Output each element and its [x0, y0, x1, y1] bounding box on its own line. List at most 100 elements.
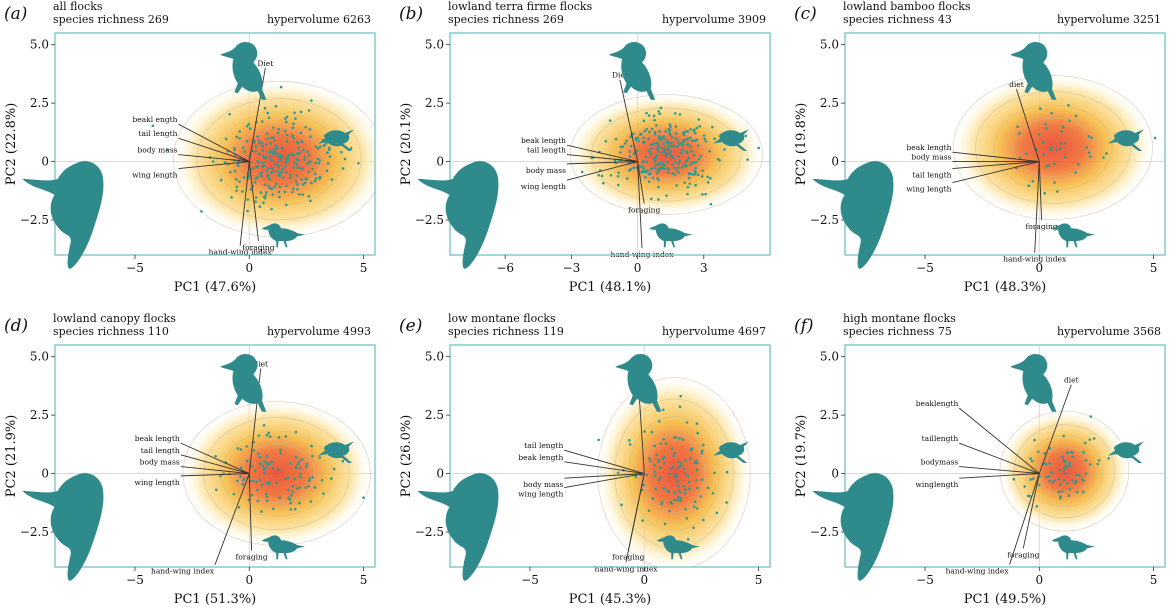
data-point: [700, 175, 704, 178]
data-point: [241, 146, 245, 150]
data-point: [1063, 155, 1067, 159]
data-point: [679, 491, 682, 494]
data-point: [662, 486, 666, 490]
data-point: [621, 145, 625, 148]
y-tick-label: 5.0: [425, 350, 444, 364]
data-point: [256, 499, 260, 503]
data-point: [264, 481, 268, 485]
plot-area-b: [450, 33, 770, 255]
density-cloud: [953, 75, 1153, 220]
data-point: [650, 197, 653, 201]
data-point: [1048, 447, 1052, 450]
data-point: [253, 181, 257, 184]
data-point: [1063, 467, 1067, 471]
data-point: [1016, 125, 1019, 129]
data-point: [266, 463, 269, 467]
data-point: [233, 169, 237, 173]
loading-label: beak length: [906, 143, 951, 152]
y-tick-label: 2.5: [30, 408, 49, 422]
data-point: [1050, 111, 1053, 115]
data-point: [657, 460, 661, 463]
data-point: [320, 478, 324, 482]
data-point: [291, 134, 295, 138]
data-point: [272, 170, 276, 174]
data-point: [262, 424, 266, 427]
data-point: [695, 422, 699, 425]
data-point: [276, 163, 279, 167]
data-point: [686, 138, 690, 141]
plot-area-a: [55, 33, 375, 255]
y-axis-label: PC2 (20.1%): [399, 103, 414, 186]
data-point: [1056, 190, 1059, 193]
data-point: [274, 144, 278, 147]
hypervolume: hypervolume 6263: [267, 13, 371, 26]
y-tick-label: 0: [831, 467, 839, 481]
data-point: [294, 430, 298, 434]
data-point: [1049, 146, 1053, 149]
data-point: [349, 147, 353, 150]
data-point: [263, 472, 266, 475]
data-point: [649, 171, 652, 175]
data-point: [697, 157, 701, 161]
data-point: [258, 462, 262, 465]
data-point: [682, 133, 686, 137]
data-point: [669, 467, 673, 470]
data-point: [285, 171, 288, 174]
data-point: [285, 140, 289, 143]
data-point: [308, 160, 311, 163]
plot-frame: [844, 344, 1166, 568]
data-point: [695, 479, 698, 482]
data-point: [725, 470, 729, 474]
loading-arrow: [1034, 161, 1040, 253]
data-point: [260, 141, 264, 145]
data-point: [261, 464, 265, 468]
data-point: [690, 447, 694, 451]
data-point: [666, 147, 670, 151]
data-point: [268, 156, 272, 160]
data-point: [281, 147, 284, 151]
y-tick-label: −2.5: [415, 525, 444, 539]
loading-arrow: [180, 454, 250, 474]
bird-silhouette-icon: [261, 535, 306, 560]
data-point: [305, 177, 308, 181]
x-tick-label: −3: [563, 261, 581, 275]
data-point: [1027, 184, 1031, 188]
loading-label: wing length: [521, 182, 566, 191]
data-point: [263, 106, 267, 110]
loading-label: hand-wing index: [946, 567, 1010, 576]
loading-label: beak length: [135, 434, 180, 443]
data-point: [668, 509, 671, 513]
data-point: [1035, 505, 1039, 508]
loading-label: foraging: [242, 243, 274, 252]
data-point: [286, 476, 290, 479]
data-point: [268, 177, 272, 181]
data-point: [642, 136, 645, 139]
data-point: [580, 170, 584, 174]
data-point: [266, 111, 270, 115]
loading-label: hand-wing index: [151, 567, 215, 576]
data-point: [627, 169, 631, 172]
data-point: [1023, 485, 1026, 488]
panel-label: (f): [794, 316, 814, 336]
data-point: [267, 184, 270, 188]
data-point: [683, 467, 686, 471]
data-point: [256, 176, 259, 179]
data-point: [300, 458, 304, 461]
data-point: [261, 120, 264, 123]
data-point: [295, 140, 299, 144]
data-point: [286, 155, 290, 159]
data-point: [214, 488, 218, 492]
data-point: [723, 148, 726, 151]
data-point: [1062, 434, 1066, 438]
y-axis-label: PC2 (19.8%): [794, 103, 809, 186]
data-point: [683, 163, 687, 167]
data-point: [659, 146, 663, 150]
data-point: [678, 159, 681, 163]
loading-label: foraging: [1025, 222, 1057, 231]
x-tick-label: 0: [245, 573, 253, 587]
data-point: [264, 193, 268, 197]
data-point: [1048, 479, 1051, 483]
data-point: [647, 114, 651, 117]
data-point: [652, 157, 656, 160]
